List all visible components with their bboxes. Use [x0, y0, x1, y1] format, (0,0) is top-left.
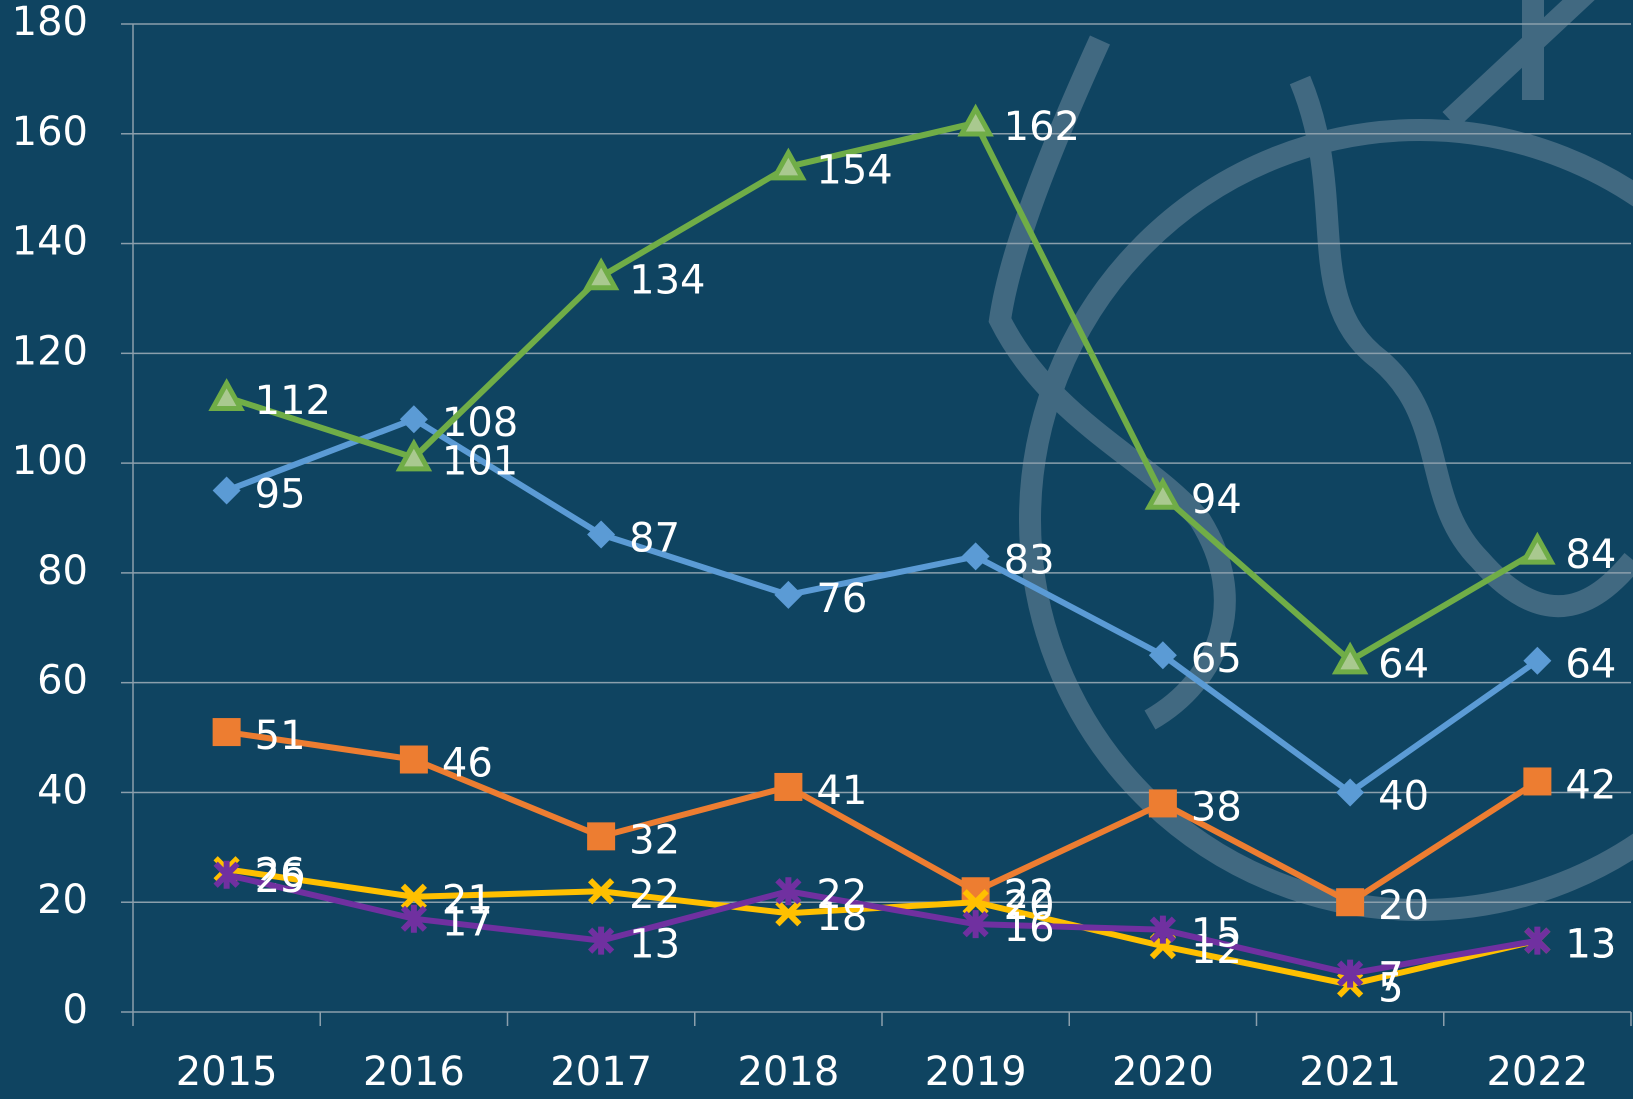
data-label: 76 — [816, 576, 867, 622]
series-line — [225, 119, 1539, 664]
marker — [208, 378, 245, 411]
marker — [962, 910, 989, 939]
data-label: 38 — [1191, 784, 1242, 830]
marker — [212, 476, 241, 505]
x-tick-label: 2018 — [737, 1049, 839, 1095]
marker — [1148, 641, 1177, 670]
data-label: 101 — [442, 439, 518, 485]
data-label: 40 — [1378, 773, 1429, 819]
y-tick-label: 120 — [12, 328, 88, 374]
data-label: 15 — [1191, 911, 1242, 957]
x-tick-label: 2015 — [176, 1049, 278, 1095]
data-label: 134 — [629, 257, 705, 303]
data-label: 42 — [1565, 762, 1616, 808]
marker — [400, 883, 427, 910]
y-tick-label: 160 — [12, 109, 88, 155]
data-label: 16 — [1004, 905, 1055, 951]
x-tick-label: 2016 — [363, 1049, 465, 1095]
marker — [1523, 646, 1552, 675]
marker — [774, 580, 803, 609]
series: 112 101 134 154 162 94 64 84 — [208, 103, 1616, 688]
marker — [587, 822, 616, 851]
marker — [774, 772, 803, 801]
marker — [770, 147, 807, 181]
x-tick-label: 2021 — [1299, 1049, 1401, 1095]
data-label: 46 — [442, 741, 493, 787]
marker — [961, 542, 990, 571]
marker — [1336, 888, 1365, 917]
marker — [395, 438, 433, 472]
data-label: 65 — [1191, 636, 1242, 682]
data-label: 51 — [255, 713, 306, 759]
series: 95 108 87 76 83 65 40 64 — [212, 400, 1616, 819]
background-globe — [988, 0, 1633, 921]
data-label: 25 — [255, 856, 306, 902]
marker — [1148, 789, 1177, 818]
y-tick-label: 140 — [12, 219, 88, 265]
data-label: 32 — [629, 817, 680, 863]
marker — [587, 520, 616, 549]
data-label: 162 — [1004, 104, 1080, 150]
data-label: 20 — [1378, 883, 1429, 929]
data-label: 84 — [1565, 532, 1616, 578]
data-label: 83 — [1004, 537, 1055, 583]
data-label: 12 — [1191, 927, 1242, 973]
marker — [213, 860, 240, 889]
y-tick-label: 40 — [37, 767, 88, 813]
data-label: 41 — [816, 768, 867, 814]
y-tick-label: 80 — [37, 548, 88, 594]
x-tick-label: 2019 — [925, 1049, 1027, 1095]
marker — [399, 745, 428, 774]
data-label: 95 — [255, 472, 306, 518]
x-tick-label: 2022 — [1486, 1049, 1588, 1095]
y-tick-label: 20 — [37, 877, 88, 923]
data-label: 64 — [1378, 642, 1429, 688]
x-tick-label: 2020 — [1112, 1049, 1214, 1095]
series-line — [226, 729, 1540, 906]
marker — [399, 405, 428, 434]
marker — [1519, 531, 1556, 565]
series-line — [225, 871, 1538, 977]
y-tick-label: 100 — [12, 438, 88, 484]
data-label: 21 — [442, 878, 493, 924]
marker — [1336, 778, 1365, 807]
data-label: 87 — [629, 515, 680, 561]
data-label: 22 — [816, 872, 867, 918]
y-tick-label: 180 — [12, 0, 88, 45]
data-label: 154 — [816, 148, 892, 194]
series-line — [225, 416, 1540, 796]
marker — [957, 103, 994, 137]
data-label: 108 — [442, 400, 518, 446]
marker — [775, 877, 802, 906]
marker — [588, 878, 615, 905]
marker — [582, 257, 620, 291]
data-label: 5 — [1378, 966, 1403, 1012]
data-label: 13 — [1565, 922, 1616, 968]
marker — [212, 718, 241, 747]
marker — [1331, 641, 1369, 675]
data-label: 13 — [1565, 922, 1616, 968]
y-tick-label: 0 — [63, 987, 88, 1033]
marker — [1524, 926, 1551, 955]
data-label: 22 — [629, 872, 680, 918]
marker — [962, 889, 989, 916]
data-label: 112 — [255, 378, 331, 424]
data-label: 7 — [1378, 955, 1403, 1001]
marker — [1523, 767, 1552, 796]
marker — [1337, 959, 1364, 988]
data-label: 13 — [629, 922, 680, 968]
marker — [775, 900, 802, 927]
y-tick-label: 60 — [37, 658, 88, 704]
data-label: 20 — [1004, 883, 1055, 929]
data-label: 17 — [442, 900, 493, 946]
marker — [588, 926, 615, 955]
marker — [1149, 915, 1177, 944]
x-tick-label: 2017 — [550, 1049, 652, 1095]
marker — [1144, 476, 1182, 510]
marker — [400, 904, 427, 933]
data-label: 64 — [1565, 642, 1616, 688]
data-label: 94 — [1191, 477, 1242, 523]
